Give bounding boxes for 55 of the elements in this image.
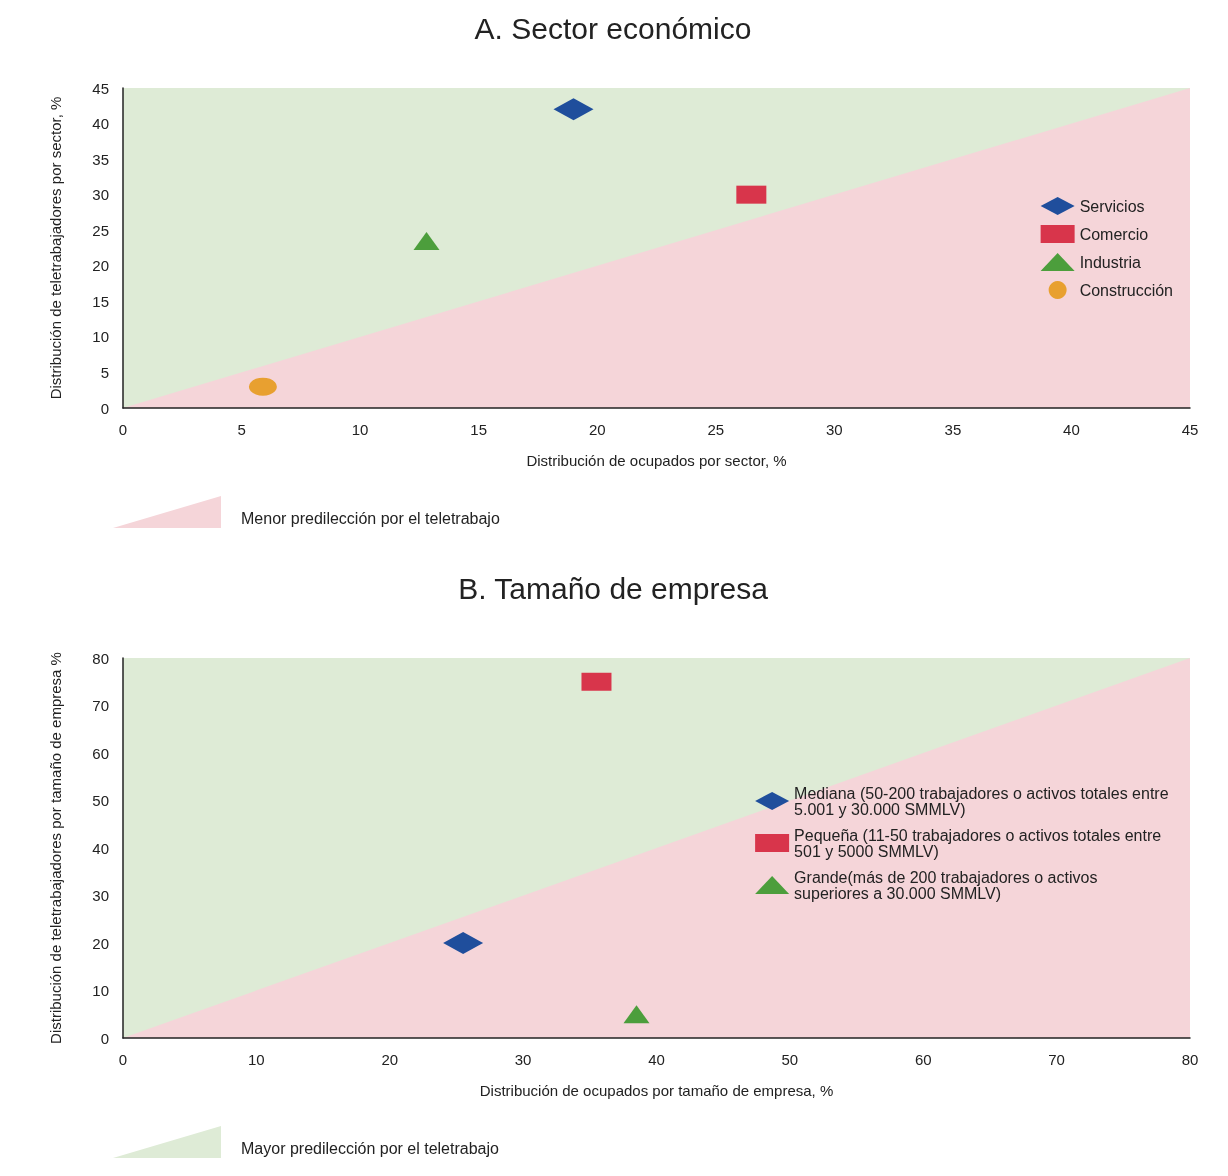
y-tick-label: 15 (92, 292, 109, 310)
x-tick-label: 35 (944, 421, 962, 438)
y-tick-label: 10 (92, 328, 109, 346)
chart-title: A. Sector económico (474, 11, 752, 45)
y-tick-label: 45 (92, 79, 109, 97)
x-tick-label: 30 (514, 1051, 532, 1068)
legend-label: Industria (1079, 253, 1142, 271)
y-tick-label: 20 (92, 934, 109, 952)
y-tick-label: 80 (92, 649, 109, 667)
y-tick-label: 0 (100, 399, 109, 417)
text: Mayor predilección por el teletrabajo (241, 1140, 499, 1158)
text: Menor predilección por el teletrabajo (241, 510, 500, 528)
chart-title: B. Tamaño de empresa (458, 571, 769, 605)
point (623, 1005, 650, 1024)
x-tick-label: 60 (914, 1051, 932, 1068)
x-tick-label: 0 (118, 1051, 128, 1068)
x-tick-label: 10 (351, 421, 369, 438)
legend-label: Servicios (1079, 197, 1145, 215)
x-tick-label: 20 (588, 421, 606, 438)
legend-label: Mediana (50-200 trabajadores o activos totales entre 5.001 y 30.000 SMMLV) (794, 784, 1173, 818)
y-tick-label: 40 (92, 115, 109, 133)
y-axis-title: Distribución de teletrabajadores por sector, % (47, 96, 64, 400)
y-tick-label: 70 (92, 697, 109, 714)
x-tick-label: 10 (248, 1051, 265, 1068)
x-tick-label: 50 (781, 1051, 799, 1068)
legend-label: Pequeña (11-50 trabajadores o activos totales entre 501 y 5000 SMMLV) (794, 826, 1166, 860)
x-tick-label: 25 (707, 421, 725, 438)
x-tick-label: 0 (118, 421, 128, 438)
x-tick-label: 80 (1181, 1051, 1199, 1068)
x-tick-label: 40 (648, 1051, 665, 1068)
x-axis-title: Distribución de ocupados por sector, % (526, 452, 787, 469)
y-tick-label: 30 (92, 186, 109, 204)
x-tick-label: 30 (825, 421, 843, 438)
legend-label: Grande(más de 200 trabajadores o activos superiores a 30.000 SMMLV) (794, 868, 1102, 902)
legend-label: Construcción (1079, 281, 1173, 299)
x-tick-label: 20 (381, 1051, 399, 1068)
y-tick-label: 0 (100, 1029, 109, 1047)
y-tick-label: 35 (92, 150, 109, 168)
y-axis-title: Distribución de teletrabajadores por tamaño de empresa % (47, 652, 64, 1044)
x-tick-label: 5 (237, 421, 246, 438)
x-axis-title: Distribución de ocupados por tamaño de empresa, % (479, 1082, 834, 1099)
x-tick-label: 70 (1048, 1051, 1065, 1068)
y-tick-label: 20 (92, 257, 109, 275)
y-tick-label: 10 (92, 982, 109, 999)
y-tick-label: 30 (92, 887, 109, 904)
y-tick-label: 60 (92, 744, 109, 762)
legend-label: Comercio (1079, 225, 1149, 243)
y-tick-label: 5 (100, 363, 109, 381)
x-tick-label: 15 (470, 421, 488, 438)
y-tick-label: 25 (92, 221, 109, 239)
y-tick-label: 40 (92, 839, 109, 857)
x-tick-label: 40 (1063, 421, 1080, 438)
x-tick-label: 45 (1181, 421, 1199, 438)
point (413, 231, 440, 250)
y-tick-label: 50 (92, 792, 109, 809)
